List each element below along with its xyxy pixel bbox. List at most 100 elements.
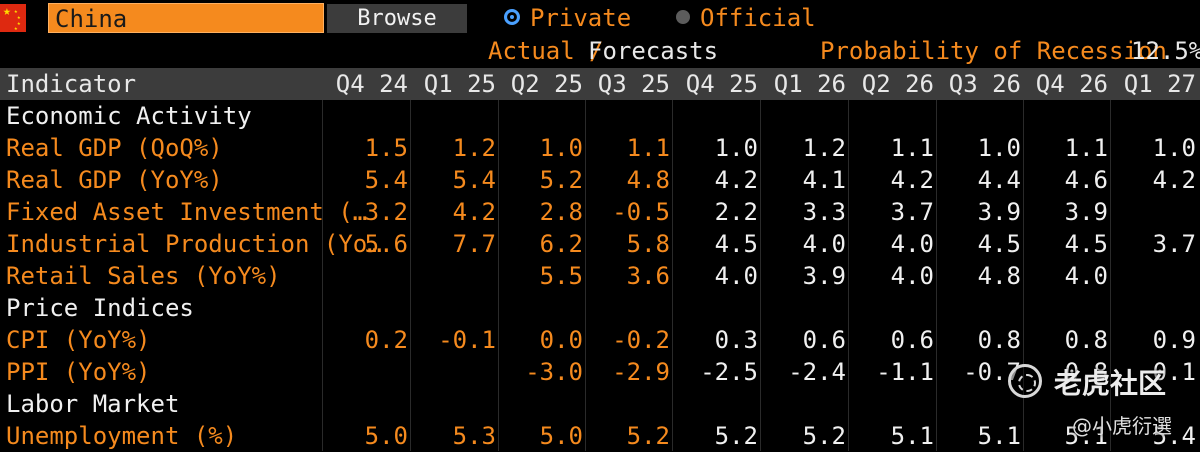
actual-value-cell[interactable]: 5.5 <box>539 262 583 290</box>
country-input[interactable]: China <box>48 3 324 33</box>
period-column-header[interactable]: Q3 26 <box>948 70 1021 98</box>
forecast-value-cell[interactable]: 4.0 <box>802 230 846 258</box>
actual-value-cell[interactable]: -0.5 <box>612 198 670 226</box>
indicator-label[interactable]: Industrial Production (Yo… <box>6 230 382 258</box>
actual-value-cell[interactable]: 1.5 <box>364 134 408 162</box>
actual-value-cell[interactable]: 5.2 <box>626 422 670 450</box>
actual-value-cell[interactable]: 1.1 <box>626 134 670 162</box>
forecast-value-cell[interactable]: 4.6 <box>1064 166 1108 194</box>
forecast-value-cell[interactable]: 1.0 <box>1152 134 1196 162</box>
forecast-value-cell[interactable]: 4.2 <box>714 166 758 194</box>
forecast-value-cell[interactable]: 0.8 <box>1064 326 1108 354</box>
forecast-value-cell[interactable]: 4.0 <box>714 262 758 290</box>
official-radio[interactable]: Official <box>676 3 816 33</box>
forecast-value-cell[interactable]: 1.0 <box>977 134 1021 162</box>
period-column-header[interactable]: Q2 26 <box>861 70 934 98</box>
period-column-header[interactable]: Q4 25 <box>685 70 758 98</box>
forecast-value-cell[interactable]: 4.0 <box>890 230 934 258</box>
indicator-label[interactable]: Retail Sales (YoY%) <box>6 262 281 290</box>
actual-value-cell[interactable]: 6.2 <box>539 230 583 258</box>
indicator-label[interactable]: Fixed Asset Investment (… <box>6 198 368 226</box>
forecast-value-cell[interactable]: 0.6 <box>802 326 846 354</box>
actual-value-cell[interactable]: 4.8 <box>626 166 670 194</box>
table-row[interactable]: Industrial Production (Yo… 5.6 7.7 6.2 5.8 4.… <box>0 228 1200 260</box>
actual-value-cell[interactable]: -2.9 <box>612 358 670 386</box>
period-column-header[interactable]: Q3 25 <box>597 70 670 98</box>
forecast-value-cell[interactable]: 1.1 <box>890 134 934 162</box>
forecast-value-cell[interactable]: 4.5 <box>1064 230 1108 258</box>
period-column-header[interactable]: Q1 26 <box>773 70 846 98</box>
indicator-label[interactable]: Real GDP (YoY%) <box>6 166 223 194</box>
actual-value-cell[interactable]: 5.0 <box>539 422 583 450</box>
forecast-value-cell[interactable]: 3.7 <box>1152 230 1196 258</box>
actual-value-cell[interactable]: -0.1 <box>438 326 496 354</box>
indicator-label[interactable]: Real GDP (QoQ%) <box>6 134 223 162</box>
forecast-value-cell[interactable]: 0.8 <box>977 326 1021 354</box>
indicator-label[interactable]: Unemployment (%) <box>6 422 238 450</box>
forecast-value-cell[interactable]: 4.2 <box>890 166 934 194</box>
actual-value-cell[interactable]: 5.2 <box>539 166 583 194</box>
browse-button[interactable]: Browse <box>327 4 467 33</box>
forecast-value-cell[interactable]: 5.1 <box>1064 422 1108 450</box>
forecast-value-cell[interactable]: 3.9 <box>802 262 846 290</box>
indicator-label[interactable]: PPI (YoY%) <box>6 358 151 386</box>
actual-value-cell[interactable]: 5.0 <box>364 422 408 450</box>
private-radio[interactable]: Private <box>504 3 631 33</box>
period-column-header[interactable]: Q1 27 <box>1123 70 1196 98</box>
forecast-value-cell[interactable]: 4.1 <box>802 166 846 194</box>
forecast-value-cell[interactable]: 3.9 <box>977 198 1021 226</box>
forecast-value-cell[interactable]: 4.4 <box>977 166 1021 194</box>
actual-value-cell[interactable]: 3.2 <box>364 198 408 226</box>
forecast-value-cell[interactable]: 0.3 <box>714 326 758 354</box>
actual-value-cell[interactable]: 5.6 <box>364 230 408 258</box>
actual-value-cell[interactable]: 5.3 <box>452 422 496 450</box>
forecast-value-cell[interactable]: 1.2 <box>802 134 846 162</box>
forecast-value-cell[interactable]: 1.0 <box>714 134 758 162</box>
table-row[interactable]: Unemployment (%) 5.0 5.3 5.0 5.2 5.2 5.2 5.1 5.1… <box>0 420 1200 452</box>
forecast-value-cell[interactable]: 5.1 <box>890 422 934 450</box>
period-column-header[interactable]: Q1 25 <box>423 70 496 98</box>
actual-value-cell[interactable]: 0.0 <box>539 326 583 354</box>
actual-value-cell[interactable]: 5.4 <box>452 166 496 194</box>
table-row[interactable]: Real GDP (QoQ%) 1.5 1.2 1.0 1.1 1.0 1.2 1.1 1.0 1… <box>0 132 1200 164</box>
forecast-value-cell[interactable]: 5.1 <box>977 422 1021 450</box>
forecast-value-cell[interactable]: 4.5 <box>977 230 1021 258</box>
actual-value-cell[interactable]: 1.2 <box>452 134 496 162</box>
actual-value-cell[interactable]: 5.8 <box>626 230 670 258</box>
forecast-value-cell[interactable]: 5.4 <box>1152 422 1196 450</box>
forecast-value-cell[interactable]: 3.3 <box>802 198 846 226</box>
forecast-value-cell[interactable]: 0.8 <box>1064 358 1108 386</box>
period-column-header[interactable]: Q2 25 <box>510 70 583 98</box>
forecast-value-cell[interactable]: 0.6 <box>890 326 934 354</box>
forecast-value-cell[interactable]: 3.7 <box>890 198 934 226</box>
actual-value-cell[interactable]: 5.4 <box>364 166 408 194</box>
period-column-header[interactable]: Q4 24 <box>335 70 408 98</box>
actual-value-cell[interactable]: -3.0 <box>525 358 583 386</box>
actual-value-cell[interactable]: 0.2 <box>364 326 408 354</box>
period-column-header[interactable]: Q4 26 <box>1035 70 1108 98</box>
actual-value-cell[interactable]: 1.0 <box>539 134 583 162</box>
table-row[interactable]: CPI (YoY%) 0.2 -0.1 0.0 -0.2 0.3 0.6 0.6 0.8 0.8 0… <box>0 324 1200 356</box>
table-row[interactable]: Retail Sales (YoY%) 5.5 3.6 4.0 3.9 4.0 4.8 4.0 <box>0 260 1200 292</box>
indicator-label[interactable]: CPI (YoY%) <box>6 326 151 354</box>
actual-value-cell[interactable]: 4.2 <box>452 198 496 226</box>
forecast-value-cell[interactable]: -1.1 <box>876 358 934 386</box>
forecast-value-cell[interactable]: 0.1 <box>1152 358 1196 386</box>
forecast-value-cell[interactable]: 5.2 <box>802 422 846 450</box>
forecast-value-cell[interactable]: -2.4 <box>788 358 846 386</box>
forecast-value-cell[interactable]: 4.2 <box>1152 166 1196 194</box>
forecast-value-cell[interactable]: 5.2 <box>714 422 758 450</box>
table-row[interactable]: Fixed Asset Investment (… 3.2 4.2 2.8 -0.5 2.… <box>0 196 1200 228</box>
forecast-value-cell[interactable]: 1.1 <box>1064 134 1108 162</box>
actual-value-cell[interactable]: 3.6 <box>626 262 670 290</box>
table-row[interactable]: Real GDP (YoY%) 5.4 5.4 5.2 4.8 4.2 4.1 4.2 4.4 4… <box>0 164 1200 196</box>
forecast-value-cell[interactable]: 4.8 <box>977 262 1021 290</box>
actual-value-cell[interactable]: -0.2 <box>612 326 670 354</box>
actual-value-cell[interactable]: 2.8 <box>539 198 583 226</box>
forecast-value-cell[interactable]: 3.9 <box>1064 198 1108 226</box>
forecast-value-cell[interactable]: 4.0 <box>890 262 934 290</box>
forecast-value-cell[interactable]: -2.5 <box>700 358 758 386</box>
actual-value-cell[interactable]: 7.7 <box>452 230 496 258</box>
forecast-value-cell[interactable]: 0.9 <box>1152 326 1196 354</box>
forecast-value-cell[interactable]: 4.0 <box>1064 262 1108 290</box>
